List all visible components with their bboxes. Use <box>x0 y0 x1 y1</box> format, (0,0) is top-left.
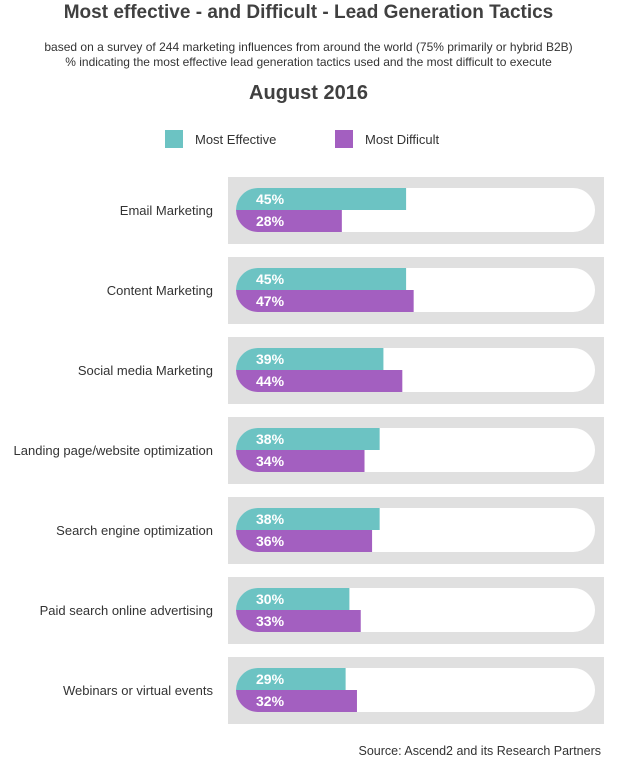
legend-swatch-most-difficult <box>335 130 353 148</box>
bar-most-effective <box>236 508 380 530</box>
category-label: Social media Marketing <box>78 363 213 378</box>
chart-source: Source: Ascend2 and its Research Partner… <box>358 744 602 758</box>
data-label-most-difficult: 36% <box>256 533 285 549</box>
bar-most-effective <box>236 668 346 690</box>
category-label: Webinars or virtual events <box>63 683 214 698</box>
category-label: Search engine optimization <box>56 523 213 538</box>
category-label: Landing page/website optimization <box>14 443 213 458</box>
chart-period: August 2016 <box>249 82 368 104</box>
data-label-most-difficult: 44% <box>256 373 285 389</box>
bar-most-difficult <box>236 450 365 472</box>
chart-subtitle-line1: based on a survey of 244 marketing influ… <box>44 40 573 54</box>
data-label-most-effective: 30% <box>256 591 285 607</box>
data-label-most-effective: 38% <box>256 431 285 447</box>
legend-swatch-most-effective <box>165 130 183 148</box>
legend-label-most-effective: Most Effective <box>195 131 277 147</box>
data-label-most-effective: 45% <box>256 191 285 207</box>
legend-label-most-difficult: Most Difficult <box>365 131 440 147</box>
data-label-most-effective: 29% <box>256 671 285 687</box>
bar-most-effective <box>236 428 380 450</box>
data-label-most-effective: 45% <box>256 271 285 287</box>
category-label: Email Marketing <box>120 203 213 218</box>
bar-most-effective <box>236 588 350 610</box>
legend-item-most-difficult: Most Difficult <box>335 130 439 148</box>
legend-item-most-effective: Most Effective <box>165 130 276 148</box>
bar-most-difficult <box>236 530 373 552</box>
bar-most-difficult <box>236 210 342 232</box>
data-label-most-effective: 38% <box>256 511 285 527</box>
data-label-most-difficult: 47% <box>256 293 285 309</box>
bar-most-effective <box>236 268 407 290</box>
category-label: Content Marketing <box>107 283 213 298</box>
bar-most-difficult <box>236 610 361 632</box>
bar-most-effective <box>236 348 384 370</box>
data-label-most-difficult: 34% <box>256 453 285 469</box>
chart-title: Most effective - and Difficult - Lead Ge… <box>63 2 554 23</box>
bar-most-difficult <box>236 370 403 392</box>
bar-most-effective <box>236 188 407 210</box>
chart-subtitle-line2: % indicating the most effective lead gen… <box>65 55 552 69</box>
bar-most-difficult <box>236 290 414 312</box>
data-label-most-difficult: 32% <box>256 693 285 709</box>
data-label-most-effective: 39% <box>256 351 285 367</box>
data-label-most-difficult: 33% <box>256 613 285 629</box>
bar-most-difficult <box>236 690 357 712</box>
data-label-most-difficult: 28% <box>256 213 285 229</box>
category-label: Paid search online advertising <box>40 603 213 618</box>
